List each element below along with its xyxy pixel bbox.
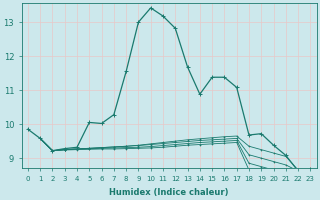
X-axis label: Humidex (Indice chaleur): Humidex (Indice chaleur) (109, 188, 229, 197)
